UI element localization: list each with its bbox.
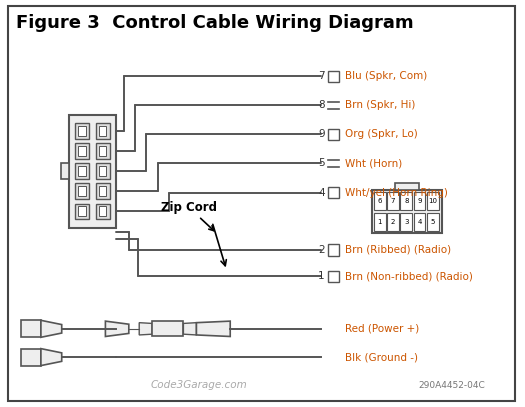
Polygon shape xyxy=(183,323,196,335)
Text: 2: 2 xyxy=(318,245,325,255)
Text: Code3Garage.com: Code3Garage.com xyxy=(151,380,247,390)
Polygon shape xyxy=(139,323,152,335)
Bar xyxy=(69,115,116,228)
Polygon shape xyxy=(41,349,62,365)
Bar xyxy=(328,70,340,82)
Text: 290A4452-04C: 290A4452-04C xyxy=(418,381,485,390)
Bar xyxy=(96,123,110,139)
Text: 1: 1 xyxy=(377,219,382,225)
Text: Brn (Ribbed) (Radio): Brn (Ribbed) (Radio) xyxy=(344,245,451,255)
Bar xyxy=(414,213,425,231)
Bar xyxy=(78,126,86,136)
Text: Org (Spkr, Lo): Org (Spkr, Lo) xyxy=(344,129,417,139)
Text: Figure 3  Control Cable Wiring Diagram: Figure 3 Control Cable Wiring Diagram xyxy=(16,14,414,32)
Text: Brn (Non-ribbed) (Radio): Brn (Non-ribbed) (Radio) xyxy=(344,271,472,281)
Text: 4: 4 xyxy=(318,188,325,197)
Bar xyxy=(78,166,86,176)
Text: 9: 9 xyxy=(318,129,325,139)
Bar xyxy=(96,164,110,179)
Text: 7: 7 xyxy=(318,71,325,81)
Bar xyxy=(99,166,107,176)
Bar xyxy=(61,164,69,179)
Text: 2: 2 xyxy=(391,219,395,225)
Bar xyxy=(21,349,41,365)
Bar xyxy=(96,144,110,159)
Bar xyxy=(75,204,89,219)
Bar xyxy=(427,192,438,210)
Polygon shape xyxy=(196,321,230,337)
Bar xyxy=(395,183,419,190)
Bar xyxy=(152,321,183,337)
Bar xyxy=(427,213,438,231)
Bar xyxy=(401,213,412,231)
Bar xyxy=(75,144,89,159)
Text: Zip Cord: Zip Cord xyxy=(161,201,217,231)
Text: Blk (Ground -): Blk (Ground -) xyxy=(344,352,418,362)
Bar xyxy=(99,186,107,197)
Polygon shape xyxy=(41,320,62,337)
Bar xyxy=(328,271,340,282)
Bar xyxy=(78,206,86,217)
Bar xyxy=(401,192,412,210)
Bar xyxy=(374,192,386,210)
Bar xyxy=(328,187,340,198)
Text: 8: 8 xyxy=(318,100,325,110)
Text: Wht/yel (Horn Ring): Wht/yel (Horn Ring) xyxy=(344,188,447,197)
Bar xyxy=(75,164,89,179)
Text: Brn (Spkr, Hi): Brn (Spkr, Hi) xyxy=(344,100,415,110)
Bar xyxy=(328,129,340,140)
Bar xyxy=(99,206,107,217)
Bar xyxy=(374,213,386,231)
Text: 5: 5 xyxy=(318,158,325,168)
Text: 5: 5 xyxy=(430,219,435,225)
Bar xyxy=(96,184,110,199)
Text: 4: 4 xyxy=(417,219,422,225)
Bar xyxy=(372,190,442,233)
Bar xyxy=(78,186,86,197)
Bar xyxy=(414,192,425,210)
Text: 9: 9 xyxy=(417,198,422,204)
Text: 3: 3 xyxy=(404,219,408,225)
Text: 7: 7 xyxy=(391,198,395,204)
Bar xyxy=(328,244,340,256)
Bar xyxy=(96,204,110,219)
Text: Wht (Horn): Wht (Horn) xyxy=(344,158,402,168)
Bar xyxy=(99,146,107,156)
Bar xyxy=(99,126,107,136)
Bar xyxy=(21,320,41,337)
Text: 10: 10 xyxy=(428,198,437,204)
Text: 6: 6 xyxy=(377,198,382,204)
Bar xyxy=(387,213,399,231)
Text: Red (Power +): Red (Power +) xyxy=(344,324,419,334)
Bar xyxy=(387,192,399,210)
Text: 1: 1 xyxy=(318,271,325,281)
Bar xyxy=(75,123,89,139)
Text: Blu (Spkr, Com): Blu (Spkr, Com) xyxy=(344,71,427,81)
Text: 8: 8 xyxy=(404,198,408,204)
Polygon shape xyxy=(106,321,129,337)
Bar xyxy=(75,184,89,199)
Bar xyxy=(78,146,86,156)
